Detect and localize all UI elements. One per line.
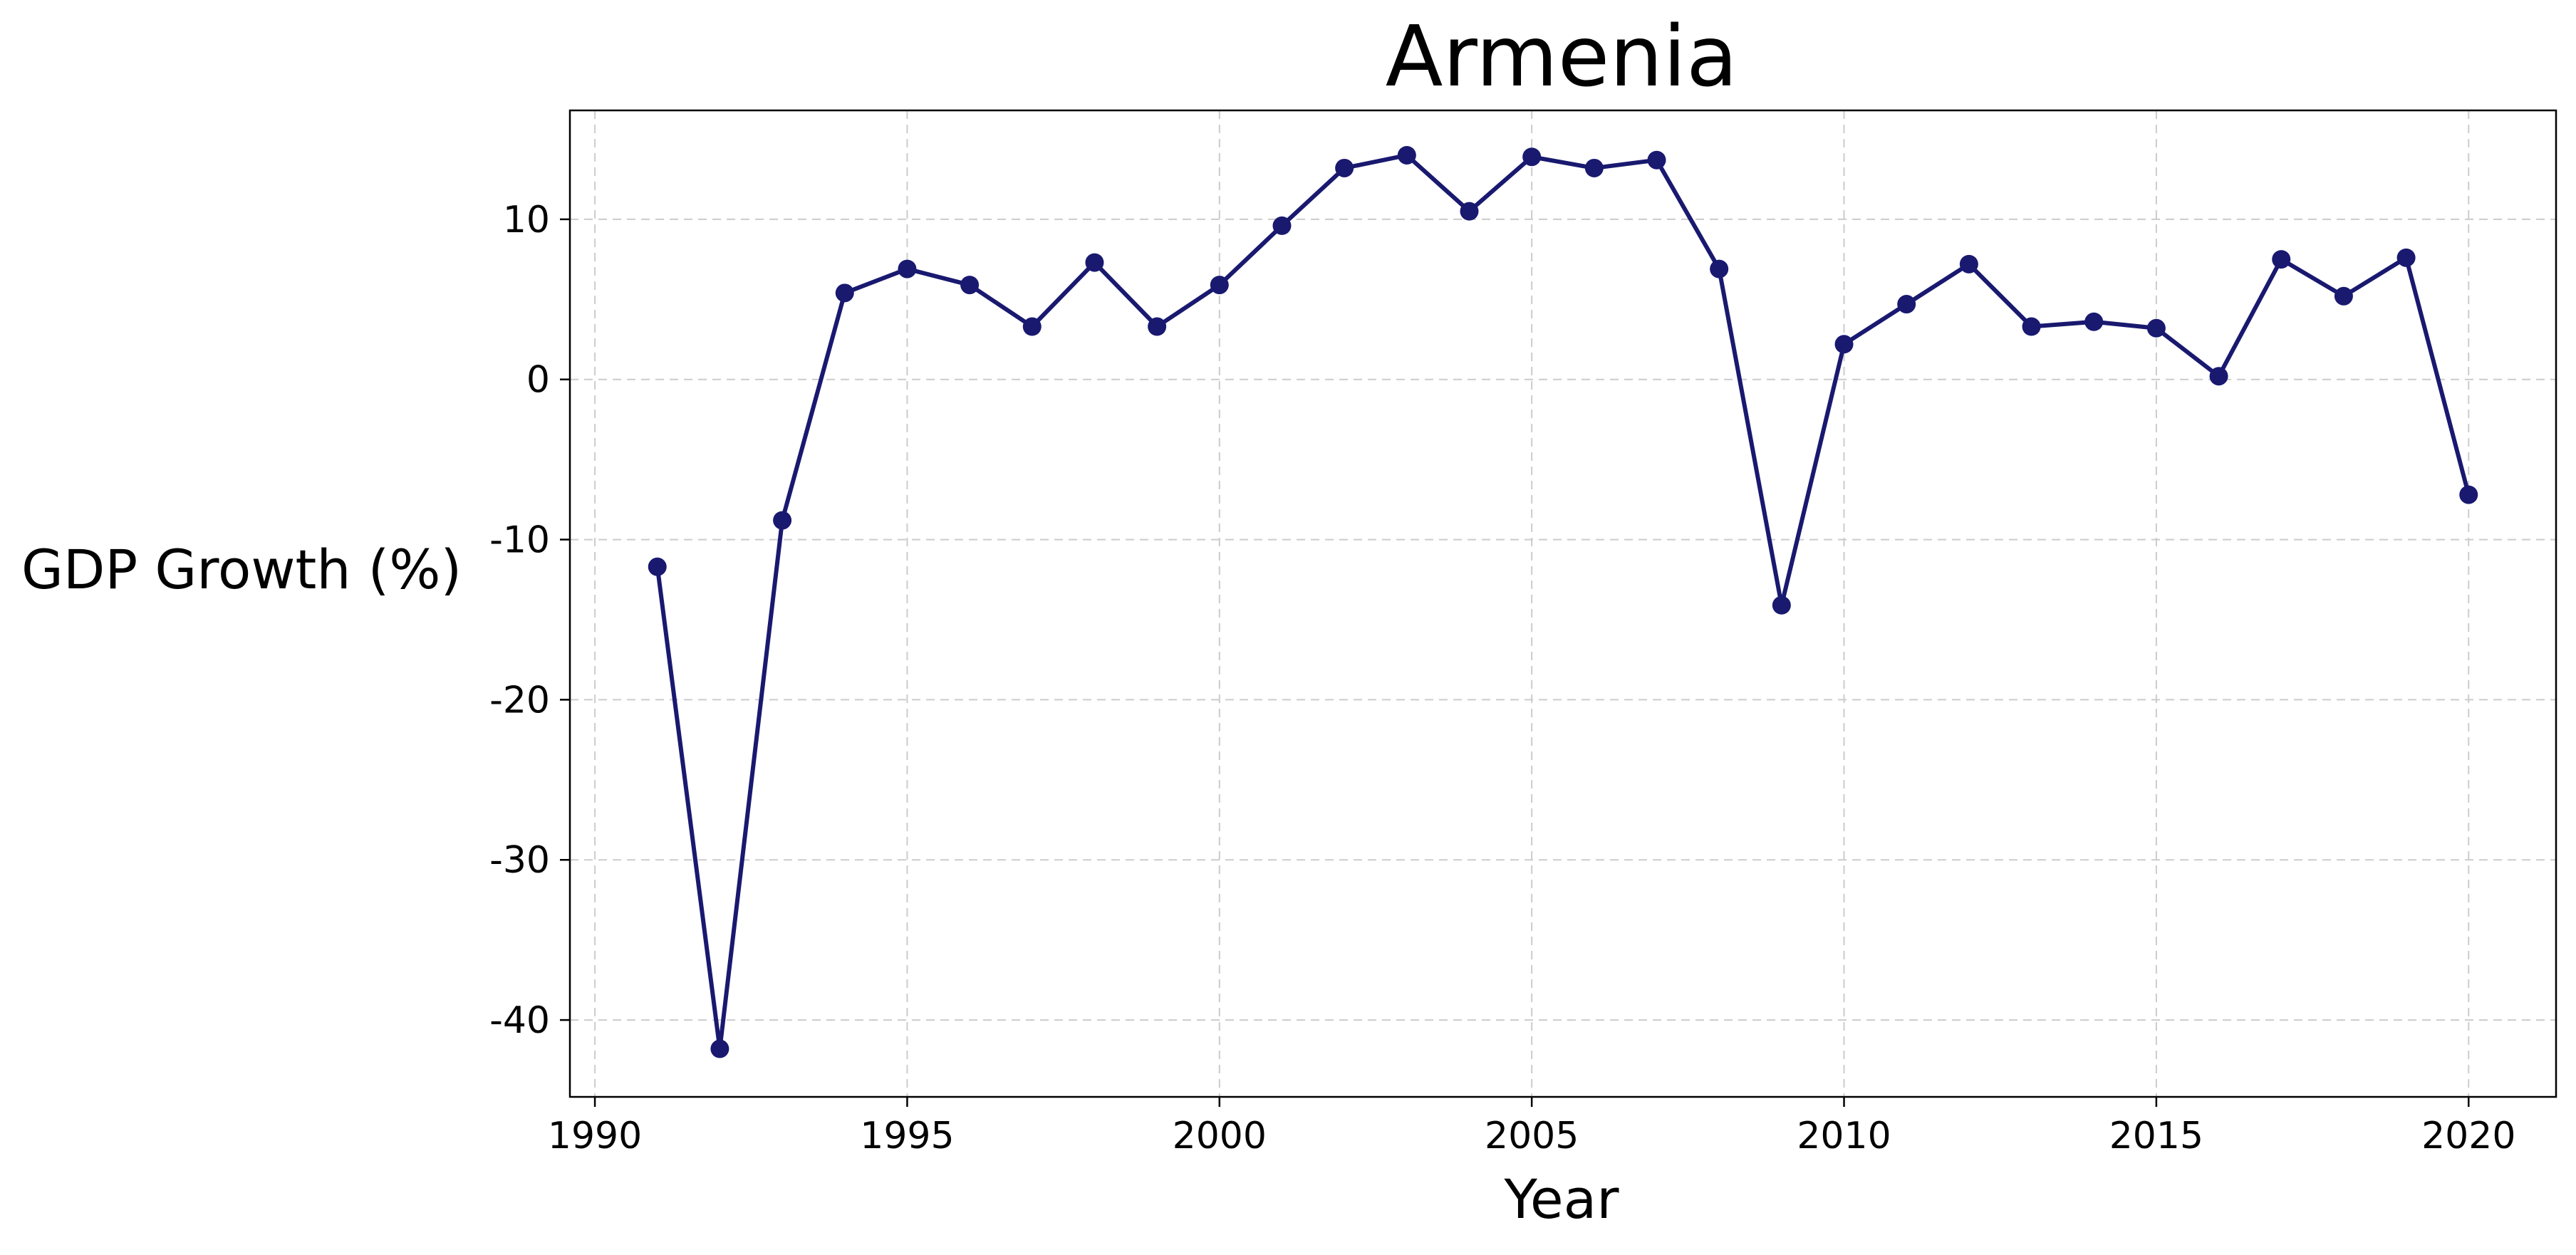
data-point bbox=[1397, 145, 1416, 165]
x-tick-label: 2010 bbox=[1797, 1115, 1891, 1157]
data-point bbox=[1148, 317, 1167, 336]
y-tick-label: -10 bbox=[489, 519, 550, 562]
data-point bbox=[1085, 253, 1104, 272]
x-tick-label: 1990 bbox=[548, 1115, 642, 1157]
data-point bbox=[1772, 595, 1791, 615]
data-point bbox=[2272, 250, 2291, 269]
x-axis-label: Year bbox=[1504, 1167, 1620, 1231]
data-point bbox=[2084, 312, 2104, 331]
data-point bbox=[1647, 150, 1666, 170]
data-point bbox=[1584, 158, 1604, 177]
chart-title: Armenia bbox=[1386, 7, 1738, 105]
x-tick-label: 2000 bbox=[1173, 1115, 1267, 1157]
data-point bbox=[648, 557, 667, 576]
data-point bbox=[710, 1039, 729, 1058]
y-axis-ticks: -40 -30 -20 -10 0 10 bbox=[489, 199, 570, 1042]
data-point bbox=[2396, 248, 2416, 267]
y-axis-label: GDP Growth (%) bbox=[21, 538, 462, 601]
data-point bbox=[898, 259, 917, 278]
y-tick-label: -20 bbox=[489, 679, 550, 722]
data-point bbox=[2334, 286, 2353, 306]
y-tick-label: 0 bbox=[526, 359, 550, 402]
grid bbox=[570, 110, 2556, 1097]
y-tick-label: -40 bbox=[489, 999, 550, 1042]
data-point bbox=[1460, 202, 1479, 221]
data-point bbox=[2022, 317, 2041, 336]
data-point bbox=[2146, 318, 2166, 338]
x-axis-ticks: 1990 1995 2000 2005 2010 2015 2020 bbox=[548, 1097, 2515, 1157]
data-point bbox=[1335, 158, 1354, 177]
series-line bbox=[655, 152, 2471, 1051]
data-point bbox=[2459, 485, 2478, 504]
x-tick-label: 2020 bbox=[2421, 1115, 2515, 1157]
data-point bbox=[960, 276, 980, 295]
x-tick-label: 1995 bbox=[860, 1115, 954, 1157]
data-point bbox=[1897, 295, 1916, 314]
data-point bbox=[1522, 147, 1542, 167]
data-point bbox=[1959, 254, 1978, 274]
x-tick-label: 2005 bbox=[1485, 1115, 1579, 1157]
plot-frame bbox=[568, 109, 2557, 1098]
data-point bbox=[1022, 317, 1042, 336]
data-point bbox=[2209, 367, 2228, 386]
y-tick-label: -30 bbox=[489, 839, 550, 882]
data-point bbox=[1710, 259, 1729, 278]
data-point bbox=[835, 283, 854, 303]
data-point bbox=[1272, 216, 1292, 235]
data-point bbox=[773, 511, 792, 530]
x-tick-label: 2015 bbox=[2109, 1115, 2203, 1157]
data-point bbox=[1834, 335, 1854, 354]
data-point bbox=[1210, 276, 1229, 295]
series-layer bbox=[648, 145, 2478, 1058]
y-tick-label: 10 bbox=[503, 199, 550, 241]
